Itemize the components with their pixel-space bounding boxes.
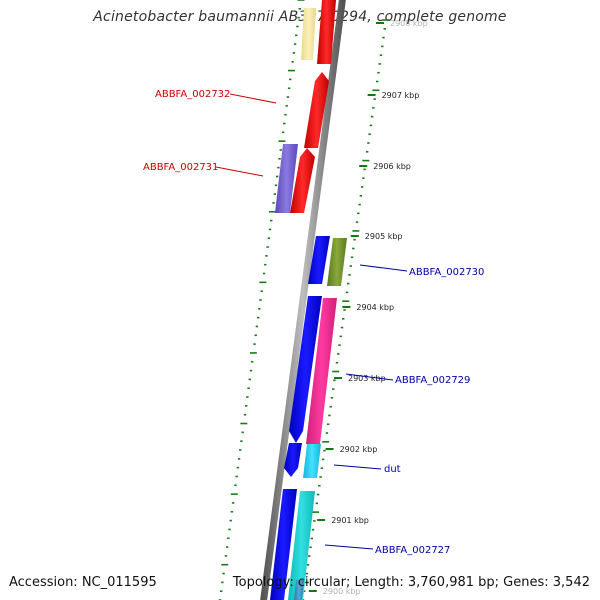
gene-red-top[interactable] <box>317 0 336 64</box>
gene-pink-abbfa-002729[interactable] <box>306 298 337 444</box>
gene-blue-dut[interactable] <box>284 443 302 477</box>
gene-blue-long-abbfa-002729[interactable] <box>289 296 322 443</box>
gene-steel-bottom[interactable] <box>294 580 304 600</box>
gene-label-abbfa-002731[interactable]: ABBFA_002731 <box>143 162 218 173</box>
scale-tick-label: 2904 kbp <box>356 303 394 312</box>
scale-tick-label: 2907 kbp <box>382 91 420 100</box>
scale-ticks: 2908 kbp 2907 kbp 2906 kbp 2905 kbp 2904 kbp… <box>308 19 428 596</box>
gene-blue-a[interactable] <box>308 236 330 284</box>
gene-red-abbfa-002732[interactable] <box>304 72 329 148</box>
gene-label-abbfa-002732[interactable]: ABBFA_002732 <box>155 89 230 100</box>
gene-label-abbfa-002730[interactable]: ABBFA_002730 <box>409 267 484 278</box>
genome-summary-label: Topology: circular; Length: 3,760,981 bp… <box>232 575 590 590</box>
gene-olive-abbfa-002730[interactable] <box>327 238 347 286</box>
gene-label-abbfa-002729[interactable]: ABBFA_002729 <box>395 375 470 386</box>
gene-label-dut[interactable]: dut <box>384 464 401 475</box>
scale-tick-label: 2905 kbp <box>365 232 403 241</box>
gene-cyan-dut[interactable] <box>303 444 321 478</box>
gene-label-abbfa-002727[interactable]: ABBFA_002727 <box>375 545 450 556</box>
gene-red-abbfa-002731[interactable] <box>290 148 315 213</box>
scale-tick-label: 2903 kbp <box>348 374 386 383</box>
scale-tick-label: 2906 kbp <box>373 162 411 171</box>
right-dotted-track <box>301 19 390 600</box>
gene-teal-abbfa-002727[interactable] <box>288 491 315 600</box>
accession-label: Accession: NC_011595 <box>9 575 157 590</box>
left-dotted-track <box>218 0 305 600</box>
map-title: Acinetobacter baumannii AB307-0294, comp… <box>93 9 507 25</box>
gene-blue-b[interactable] <box>270 489 297 600</box>
gene-label-leaders <box>215 93 408 550</box>
gene-purple-abbfa-002731[interactable] <box>275 144 298 213</box>
scale-tick-label: 2908 kbp <box>390 19 428 28</box>
scale-tick-label: 2902 kbp <box>340 445 378 454</box>
scale-tick-label: 2900 kbp <box>323 587 361 596</box>
backbone-line <box>260 0 346 600</box>
gene-yellow[interactable] <box>301 8 316 60</box>
scale-tick-label: 2901 kbp <box>331 516 369 525</box>
